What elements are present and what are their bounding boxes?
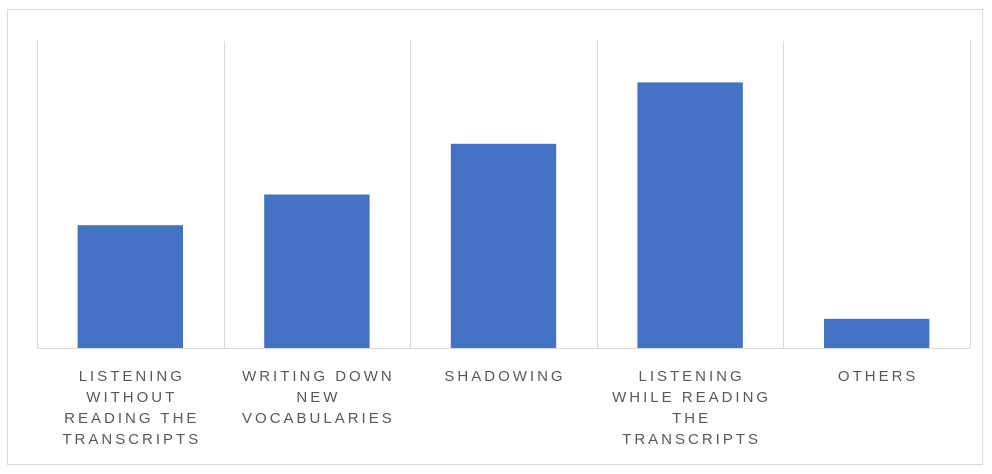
x-tick-label: SHADOWING [413, 366, 597, 387]
x-tick-label-line: WRITING DOWN [242, 368, 395, 385]
gridlines [37, 41, 971, 348]
bar-1 [77, 225, 183, 348]
x-tick-label-line: VOCABULARIES [242, 410, 395, 427]
x-tick-label-line: WHILE READING [612, 389, 772, 406]
bar-4 [637, 82, 743, 349]
bars [77, 82, 930, 349]
x-tick-label-line: WITHOUT [86, 389, 178, 406]
x-tick-label-line: SHADOWING [444, 368, 566, 385]
x-tick-label: LISTENING WHILE READING THE TRANSCRIPTS [600, 366, 784, 450]
bar-3 [450, 143, 557, 348]
x-tick-label: OTHERS [786, 366, 970, 387]
x-tick-label: LISTENING WITHOUT READING THE TRANSCRIPTS [40, 366, 224, 450]
x-tick-label: WRITING DOWN NEW VOCABULARIES [226, 366, 410, 429]
x-tick-label-line: TRANSCRIPTS [622, 431, 762, 448]
x-tick-label-line: NEW [296, 389, 341, 406]
x-tick-label-line: OTHERS [837, 368, 919, 385]
x-tick-label-line: LISTENING [78, 368, 185, 385]
bar-5 [824, 318, 930, 348]
x-tick-label-line: THE [672, 410, 712, 427]
x-tick-label-line: TRANSCRIPTS [62, 431, 202, 448]
x-tick-label-line: READING THE [64, 410, 200, 427]
bar-2 [264, 194, 370, 348]
x-tick-label-line: LISTENING [638, 368, 745, 385]
